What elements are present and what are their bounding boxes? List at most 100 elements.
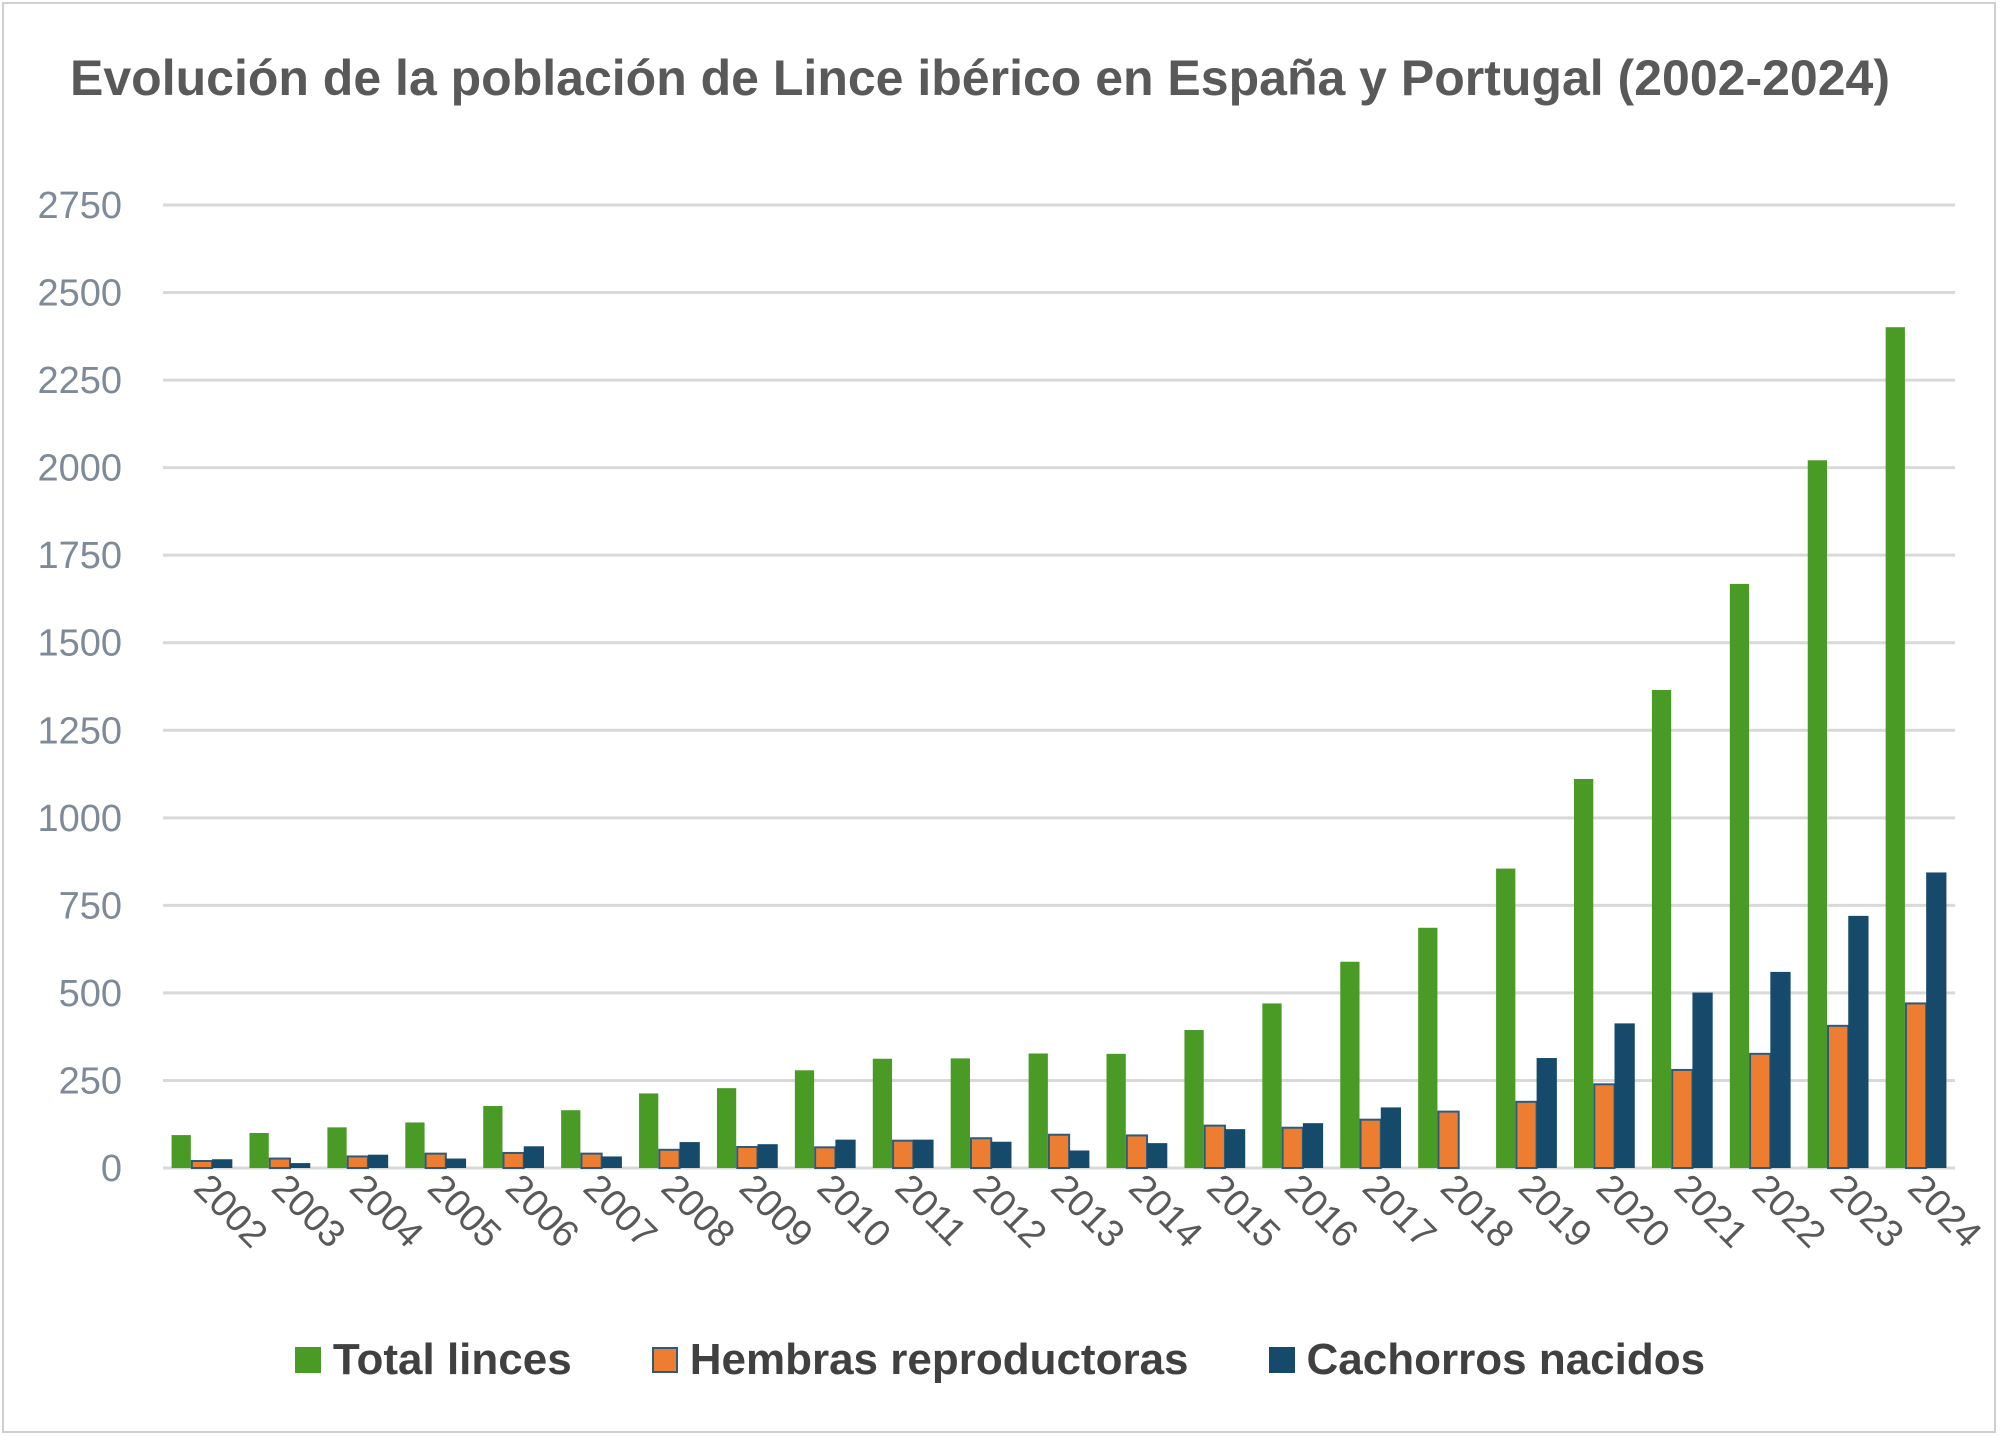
x-tick-label: 2009 xyxy=(731,1167,820,1256)
bar-hembras-reproductoras-2010 xyxy=(814,1146,837,1169)
bar-hembras-reproductoras-2023 xyxy=(1827,1024,1850,1169)
bar-total-linces-2010 xyxy=(794,1070,815,1168)
bar-total-linces-2008 xyxy=(639,1093,659,1168)
bar-hembras-reproductoras-2008 xyxy=(658,1148,681,1169)
y-tick-label: 1250 xyxy=(37,710,122,752)
bar-hembras-reproductoras-2021 xyxy=(1671,1068,1694,1170)
x-tick-label: 2013 xyxy=(1043,1167,1132,1256)
x-tick-label: 2011 xyxy=(887,1167,974,1254)
bar-hembras-reproductoras-2018 xyxy=(1437,1110,1460,1169)
x-tick-label: 2014 xyxy=(1121,1167,1210,1256)
bar-total-linces-2005 xyxy=(405,1122,425,1168)
bar-cachorros-nacidos-2021 xyxy=(1692,992,1713,1168)
bar-total-linces-2024 xyxy=(1885,327,1905,1168)
bar-cachorros-nacidos-2019 xyxy=(1536,1058,1557,1168)
bar-hembras-reproductoras-2013 xyxy=(1047,1133,1071,1170)
x-tick-label: 2015 xyxy=(1198,1167,1287,1256)
bar-cachorros-nacidos-2023 xyxy=(1848,915,1869,1168)
bar-hembras-reproductoras-2019 xyxy=(1515,1100,1538,1170)
bar-hembras-reproductoras-2002 xyxy=(190,1159,214,1169)
legend-swatch xyxy=(294,1347,321,1373)
bar-hembras-reproductoras-2009 xyxy=(736,1145,759,1170)
bar-cachorros-nacidos-2008 xyxy=(679,1142,700,1168)
bar-hembras-reproductoras-2020 xyxy=(1593,1083,1616,1169)
x-tick-label: 2004 xyxy=(341,1167,430,1256)
x-tick-label: 2003 xyxy=(264,1167,353,1256)
legend-item: Total linces xyxy=(294,1335,572,1385)
bar-total-linces-2022 xyxy=(1729,583,1750,1168)
chart-title: Evolución de la población de Lince ibéri… xyxy=(70,50,1890,106)
legend-swatch xyxy=(651,1347,678,1373)
bar-cachorros-nacidos-2024 xyxy=(1926,872,1947,1168)
x-tick-label: 2023 xyxy=(1822,1167,1911,1256)
x-tick-label: 2016 xyxy=(1276,1167,1365,1256)
legend-label: Hembras reproductoras xyxy=(689,1335,1189,1384)
bar-cachorros-nacidos-2022 xyxy=(1770,971,1791,1168)
legend: Total linces Hembras reproductoras Cachorr… xyxy=(0,1335,2000,1385)
y-tick-label: 1500 xyxy=(37,623,122,665)
y-tick-label: 2000 xyxy=(37,448,122,490)
bar-total-linces-2003 xyxy=(249,1132,269,1168)
bar-total-linces-2012 xyxy=(950,1058,970,1168)
x-tick-label: 2021 xyxy=(1666,1167,1755,1256)
legend-swatch xyxy=(1268,1347,1295,1373)
bar-hembras-reproductoras-2022 xyxy=(1749,1052,1772,1169)
bar-total-linces-2023 xyxy=(1807,460,1828,1168)
x-tick-label: 2024 xyxy=(1900,1167,1989,1256)
bar-hembras-reproductoras-2015 xyxy=(1203,1124,1226,1170)
bar-hembras-reproductoras-2017 xyxy=(1359,1118,1382,1170)
legend-label: Cachorros nacidos xyxy=(1306,1335,1706,1384)
bar-total-linces-2019 xyxy=(1496,868,1516,1168)
x-tick-label: 2018 xyxy=(1432,1167,1521,1256)
bar-hembras-reproductoras-2004 xyxy=(346,1155,369,1169)
bar-hembras-reproductoras-2006 xyxy=(502,1151,525,1169)
bar-total-linces-2015 xyxy=(1184,1030,1204,1168)
bar-cachorros-nacidos-2012 xyxy=(991,1141,1012,1168)
bar-total-linces-2017 xyxy=(1340,961,1360,1168)
y-tick-label: 500 xyxy=(59,973,122,1015)
bar-hembras-reproductoras-2005 xyxy=(424,1152,447,1170)
bar-cachorros-nacidos-2014 xyxy=(1147,1143,1168,1168)
bar-total-linces-2014 xyxy=(1106,1053,1126,1168)
y-tick-label: 0 xyxy=(101,1148,122,1190)
x-tick-label: 2022 xyxy=(1744,1167,1833,1256)
bar-hembras-reproductoras-2003 xyxy=(268,1157,291,1169)
bar-cachorros-nacidos-2013 xyxy=(1069,1150,1090,1168)
bar-cachorros-nacidos-2007 xyxy=(601,1156,622,1168)
bar-cachorros-nacidos-2010 xyxy=(835,1139,856,1168)
bar-total-linces-2020 xyxy=(1574,778,1594,1168)
x-tick-label: 2019 xyxy=(1510,1167,1599,1256)
legend-item: Hembras reproductoras xyxy=(651,1335,1189,1385)
bar-hembras-reproductoras-2007 xyxy=(580,1152,603,1170)
bar-total-linces-2011 xyxy=(872,1058,893,1168)
legend-item: Cachorros nacidos xyxy=(1268,1335,1706,1385)
y-tick-label: 2750 xyxy=(37,185,122,227)
bar-total-linces-2018 xyxy=(1418,927,1438,1168)
bar-cachorros-nacidos-2015 xyxy=(1224,1129,1246,1168)
bar-hembras-reproductoras-2014 xyxy=(1125,1134,1149,1170)
legend-label: Total linces xyxy=(332,1335,572,1384)
bar-cachorros-nacidos-2006 xyxy=(523,1146,544,1168)
bar-total-linces-2007 xyxy=(561,1110,581,1168)
x-tick-label: 2002 xyxy=(186,1167,275,1256)
bar-cachorros-nacidos-2009 xyxy=(757,1144,778,1168)
bar-total-linces-2016 xyxy=(1262,1003,1282,1168)
y-tick-label: 1000 xyxy=(37,798,122,840)
y-tick-label: 2500 xyxy=(37,273,122,315)
bar-hembras-reproductoras-2011 xyxy=(892,1139,915,1169)
bar-total-linces-2021 xyxy=(1651,690,1672,1168)
bar-total-linces-2002 xyxy=(171,1135,191,1168)
bar-total-linces-2004 xyxy=(327,1127,347,1168)
bar-hembras-reproductoras-2016 xyxy=(1281,1126,1304,1170)
y-tick-label: 750 xyxy=(59,885,122,927)
x-tick-label: 2012 xyxy=(965,1167,1054,1256)
bar-total-linces-2013 xyxy=(1028,1053,1048,1168)
x-tick-label: 2007 xyxy=(575,1167,664,1256)
bar-cachorros-nacidos-2011 xyxy=(913,1139,934,1168)
y-tick-label: 1750 xyxy=(37,535,122,577)
bar-hembras-reproductoras-2012 xyxy=(969,1137,993,1169)
bar-total-linces-2009 xyxy=(716,1088,737,1168)
x-tick-label: 2005 xyxy=(419,1167,508,1256)
